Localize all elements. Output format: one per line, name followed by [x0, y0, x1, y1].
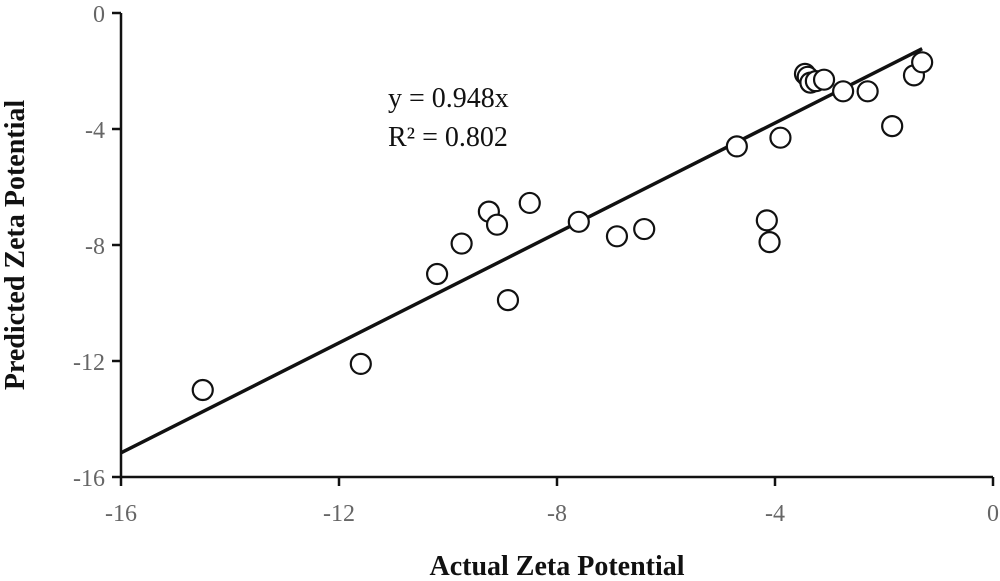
data-points [191, 51, 934, 402]
y-tick-label: -16 [73, 466, 105, 492]
x-tick-label: -8 [547, 501, 567, 527]
r-squared-label: R² = 0.802 [388, 122, 508, 153]
data-point [426, 262, 449, 286]
data-point [496, 289, 520, 312]
data-point [633, 217, 656, 241]
trend-line [120, 47, 923, 455]
data-point [349, 352, 372, 375]
data-point [755, 209, 778, 232]
data-point [605, 225, 629, 248]
data-point [485, 213, 509, 236]
y-tick-label: -4 [85, 118, 105, 144]
data-point [856, 80, 879, 103]
data-point [518, 191, 541, 215]
y-axis-title: Predicted Zeta Potential [0, 100, 31, 391]
x-axis-title: Actual Zeta Potential [429, 551, 684, 581]
equation-label: y = 0.948x [388, 83, 509, 114]
x-tick-label: -12 [323, 501, 355, 527]
data-point [450, 232, 473, 255]
data-point [758, 231, 781, 254]
data-point [191, 378, 214, 402]
data-point [911, 51, 934, 74]
x-tick-label: -16 [105, 501, 137, 527]
x-tick-label: -4 [765, 501, 785, 527]
data-point [769, 126, 792, 149]
data-point [725, 135, 748, 158]
y-tick-label: 0 [93, 2, 105, 28]
ticks: -16 -12 -8 -4 0 0 -4 -8 -12 -16 [73, 2, 999, 527]
data-point [567, 210, 590, 233]
y-tick-label: -8 [85, 234, 105, 260]
data-point [832, 80, 855, 103]
y-tick-label: -12 [73, 350, 105, 376]
data-point [881, 114, 904, 138]
data-point [812, 68, 836, 91]
x-tick-label: 0 [987, 501, 999, 527]
